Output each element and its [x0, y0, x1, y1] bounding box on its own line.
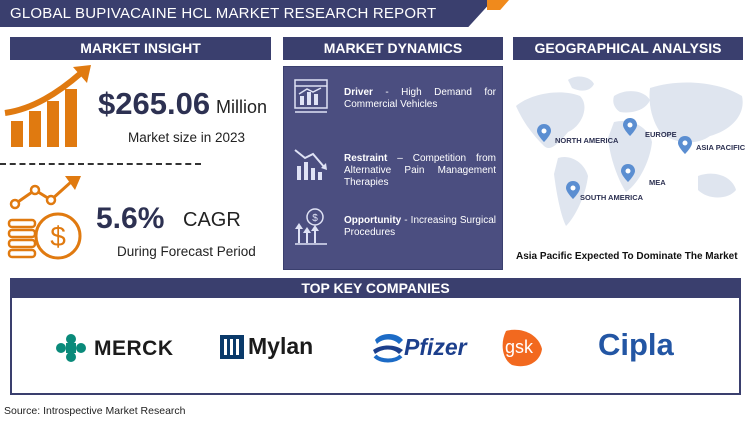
- market-size-value: $265.06: [98, 86, 211, 121]
- section-heading-geographical-analysis: GEOGRAPHICAL ANALYSIS: [513, 37, 743, 60]
- restraint-text: Restraint – Competition from Alternative…: [344, 153, 496, 189]
- north-america-pin-icon: [537, 124, 551, 142]
- market-dynamics-panel: Driver - High Demand for Commercial Vehi…: [283, 66, 503, 270]
- title-accent: [487, 0, 509, 10]
- section-heading-market-dynamics: MARKET DYNAMICS: [283, 37, 503, 60]
- company-gsk: gsk: [505, 337, 534, 357]
- opportunity-icon: $: [295, 208, 327, 245]
- europe-pin-icon: [623, 118, 637, 136]
- company-cipla: Cipla: [598, 327, 674, 362]
- geo-label-mea: MEA: [649, 178, 666, 187]
- growth-chart-icon: [4, 65, 91, 147]
- section-heading-top-key-companies: TOP KEY COMPANIES: [10, 278, 741, 298]
- geo-caption: Asia Pacific Expected To Dominate The Ma…: [516, 251, 738, 262]
- title-bar: [0, 0, 493, 27]
- south-america-pin-icon: [566, 181, 580, 199]
- restraint-icon: [294, 149, 327, 180]
- restraint-title: Restraint: [344, 153, 388, 164]
- svg-text:$: $: [312, 213, 318, 224]
- driver-description: - High Demand for Commercial Vehicles: [344, 87, 496, 110]
- geo-label-north-america: NORTH AMERICA: [555, 136, 619, 145]
- opportunity-text: Opportunity - Increasing Surgical Proced…: [344, 215, 496, 239]
- cagr-unit: CAGR: [183, 209, 241, 231]
- svg-text:$: $: [50, 221, 66, 252]
- section-heading-market-insight: MARKET INSIGHT: [10, 37, 271, 60]
- cagr-label: During Forecast Period: [117, 244, 256, 259]
- asia-pacific-pin-icon: [678, 136, 692, 154]
- cagr-value: 5.6%: [96, 202, 165, 235]
- pfizer-logo-icon: [373, 334, 403, 363]
- company-pfizer: Pfizer: [404, 334, 467, 360]
- driver-title: Driver: [344, 87, 373, 98]
- merck-logo-icon: [56, 334, 86, 362]
- world-map: [516, 76, 743, 226]
- restraint-description: – Competition from Alternative Pain Mana…: [344, 153, 496, 188]
- companies-panel: [10, 296, 741, 395]
- source-note: Source: Introspective Market Research: [4, 405, 186, 417]
- geo-label-europe: EUROPE: [645, 130, 677, 139]
- gsk-logo-icon: [502, 329, 542, 367]
- company-merck: MERCK: [94, 337, 174, 360]
- driver-icon: [294, 79, 328, 113]
- divider: [0, 163, 201, 165]
- market-size-unit: Million: [216, 97, 268, 117]
- geo-label-asia-pacific: ASIA PACIFIC: [696, 143, 746, 152]
- opportunity-title: Opportunity: [344, 215, 402, 226]
- geo-label-south-america: SOUTH AMERICA: [580, 193, 644, 202]
- company-mylan: Mylan: [248, 333, 314, 359]
- opportunity-description: - Increasing Surgical Procedures: [344, 215, 496, 238]
- market-size-label: Market size in 2023: [128, 130, 246, 145]
- driver-text: Driver - High Demand for Commercial Vehi…: [344, 87, 496, 111]
- mea-pin-icon: [621, 164, 635, 182]
- mylan-logo-icon: [220, 335, 244, 359]
- money-growth-icon: $: [7, 176, 82, 260]
- page-title: GLOBAL BUPIVACAINE HCL MARKET RESEARCH R…: [10, 5, 437, 22]
